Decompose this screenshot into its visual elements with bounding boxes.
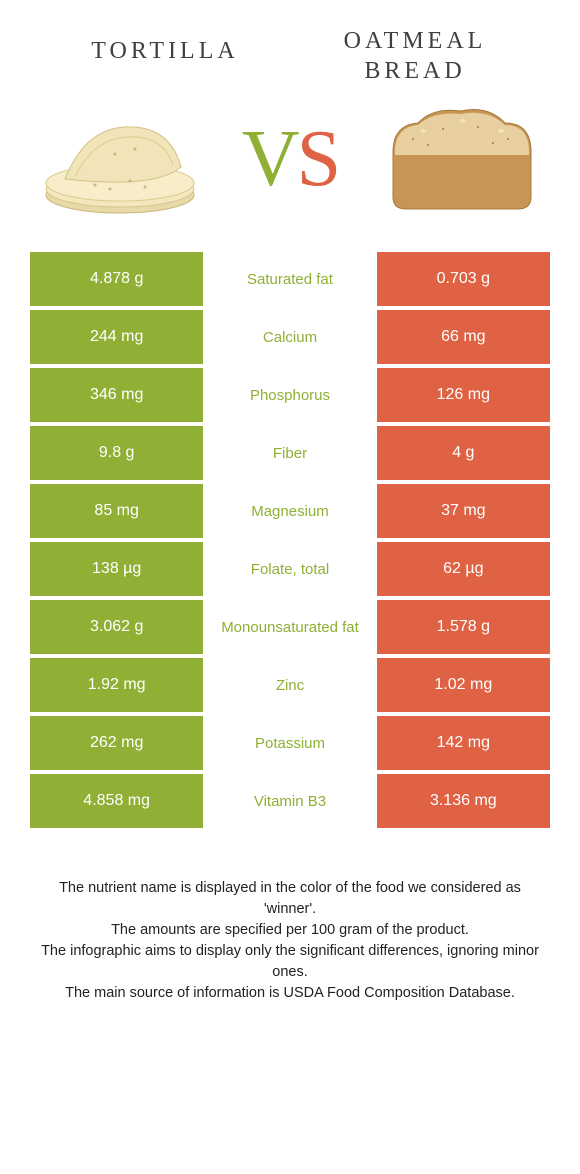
nutrient-label-cell: Fiber xyxy=(203,426,376,480)
nutrient-label-cell: Folate, total xyxy=(203,542,376,596)
bread-image xyxy=(370,94,550,224)
nutrient-label-cell: Zinc xyxy=(203,658,376,712)
right-value-cell: 3.136 mg xyxy=(377,774,550,828)
nutrient-label-cell: Monounsaturated fat xyxy=(203,600,376,654)
footer-line: The infographic aims to display only the… xyxy=(40,941,540,983)
footer-notes: The nutrient name is displayed in the co… xyxy=(30,878,550,1004)
right-food-title: Oatmeal bread xyxy=(290,20,540,86)
left-value-cell: 138 µg xyxy=(30,542,203,596)
right-value-cell: 66 mg xyxy=(377,310,550,364)
left-value-cell: 85 mg xyxy=(30,484,203,538)
right-value-cell: 1.02 mg xyxy=(377,658,550,712)
table-row: 3.062 gMonounsaturated fat1.578 g xyxy=(30,600,550,654)
footer-line: The nutrient name is displayed in the co… xyxy=(40,878,540,920)
table-row: 138 µgFolate, total62 µg xyxy=(30,542,550,596)
right-value-cell: 4 g xyxy=(377,426,550,480)
right-value-cell: 62 µg xyxy=(377,542,550,596)
left-value-cell: 1.92 mg xyxy=(30,658,203,712)
table-row: 4.878 gSaturated fat0.703 g xyxy=(30,252,550,306)
right-value-cell: 1.578 g xyxy=(377,600,550,654)
right-value-cell: 37 mg xyxy=(377,484,550,538)
left-value-cell: 262 mg xyxy=(30,716,203,770)
vs-s: S xyxy=(297,115,339,203)
nutrient-label-cell: Potassium xyxy=(203,716,376,770)
image-row: VS xyxy=(30,94,550,224)
nutrient-label-cell: Magnesium xyxy=(203,484,376,538)
right-value-cell: 0.703 g xyxy=(377,252,550,306)
right-value-cell: 126 mg xyxy=(377,368,550,422)
table-row: 4.858 mgVitamin B33.136 mg xyxy=(30,774,550,828)
footer-line: The main source of information is USDA F… xyxy=(40,983,540,1004)
nutrient-label-cell: Calcium xyxy=(203,310,376,364)
nutrient-label-cell: Phosphorus xyxy=(203,368,376,422)
footer-line: The amounts are specified per 100 gram o… xyxy=(40,920,540,941)
left-value-cell: 3.062 g xyxy=(30,600,203,654)
left-value-cell: 346 mg xyxy=(30,368,203,422)
left-value-cell: 244 mg xyxy=(30,310,203,364)
vs-v: V xyxy=(242,115,297,203)
nutrient-label-cell: Vitamin B3 xyxy=(203,774,376,828)
table-row: 85 mgMagnesium37 mg xyxy=(30,484,550,538)
left-food-title: Tortilla xyxy=(40,20,290,65)
nutrient-label-cell: Saturated fat xyxy=(203,252,376,306)
comparison-infographic: Tortilla Oatmeal bread VS xyxy=(0,0,580,1014)
header: Tortilla Oatmeal bread xyxy=(30,20,550,86)
left-value-cell: 4.858 mg xyxy=(30,774,203,828)
table-row: 244 mgCalcium66 mg xyxy=(30,310,550,364)
nutrient-table: 4.878 gSaturated fat0.703 g244 mgCalcium… xyxy=(30,252,550,828)
left-value-cell: 9.8 g xyxy=(30,426,203,480)
tortilla-image xyxy=(30,94,210,224)
table-row: 262 mgPotassium142 mg xyxy=(30,716,550,770)
right-value-cell: 142 mg xyxy=(377,716,550,770)
table-row: 9.8 gFiber4 g xyxy=(30,426,550,480)
vs-label: VS xyxy=(242,119,338,199)
left-value-cell: 4.878 g xyxy=(30,252,203,306)
table-row: 346 mgPhosphorus126 mg xyxy=(30,368,550,422)
table-row: 1.92 mgZinc1.02 mg xyxy=(30,658,550,712)
